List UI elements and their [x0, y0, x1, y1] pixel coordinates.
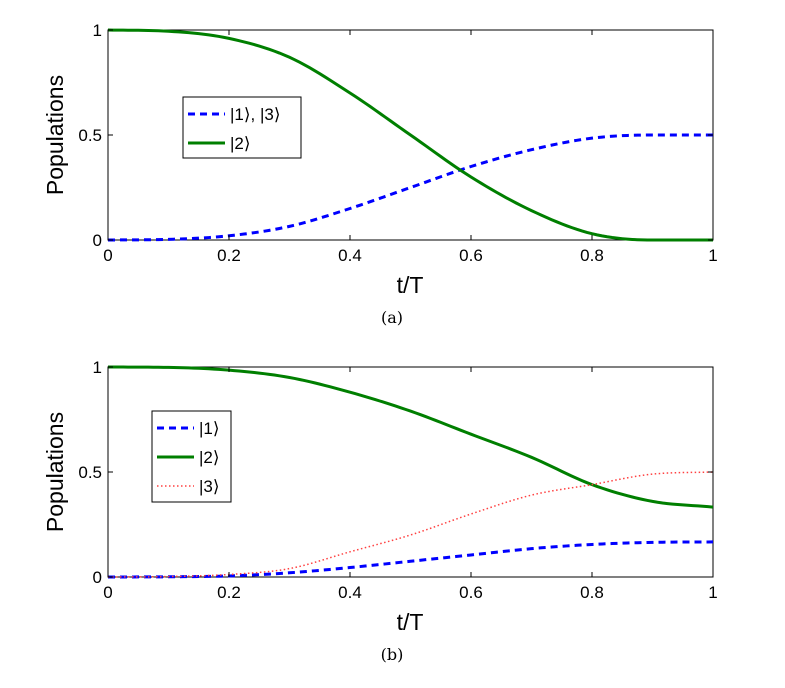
legend-label: |3⟩	[199, 477, 220, 496]
y-tick-label: 0	[93, 231, 102, 250]
y-tick-label: 0.5	[78, 126, 102, 145]
legend-label: |1⟩	[199, 419, 220, 438]
y-axis-label: Populations	[42, 412, 68, 532]
panel-caption: (b)	[381, 645, 404, 664]
y-tick-label: 0	[93, 568, 102, 587]
legend: |1⟩, |3⟩ |2⟩	[182, 96, 302, 159]
x-tick-label: 1	[708, 583, 717, 602]
panel-b: 0 0.2 0.4 0.6 0.8 1 0 0.5 1 t/T Populations |1⟩ …	[42, 358, 718, 664]
x-tick-label: 0.8	[580, 583, 604, 602]
panel-caption: (a)	[381, 308, 403, 327]
x-axis-label: t/T	[397, 272, 424, 298]
x-tick-label: 0.8	[580, 246, 604, 265]
x-tick-label: 0.2	[217, 583, 241, 602]
ticks-layer: 0 0.2 0.4 0.6 0.8 1 0 0.5 1	[78, 358, 717, 602]
series-layer	[107, 28, 713, 242]
series-line-1	[107, 133, 713, 242]
legend-label: |2⟩	[199, 448, 220, 467]
x-tick-label: 0.6	[459, 246, 483, 265]
x-tick-label: 0.6	[459, 583, 483, 602]
legend: |1⟩ |2⟩ |3⟩	[151, 410, 232, 503]
y-tick-label: 1	[93, 21, 102, 40]
y-tick-label: 1	[93, 358, 102, 377]
y-axis-label: Populations	[42, 75, 68, 195]
legend-box	[182, 96, 302, 159]
x-tick-label: 0	[103, 583, 112, 602]
series-line-1	[107, 540, 714, 579]
y-tick-label: 0.5	[78, 463, 102, 482]
legend-label: |1⟩, |3⟩	[230, 105, 280, 124]
series-layer	[107, 365, 714, 579]
legend-label: |2⟩	[230, 134, 251, 153]
x-tick-label: 0.4	[338, 583, 362, 602]
series-line-3	[107, 471, 714, 578]
x-tick-label: 0	[103, 246, 112, 265]
ticks-layer: 0 0.2 0.4 0.6 0.8 1 0 0.5 1	[78, 21, 717, 265]
x-axis-label: t/T	[397, 609, 424, 635]
panel-a: 0 0.2 0.4 0.6 0.8 1 0 0.5 1 t/T Populations |1⟩,…	[42, 21, 718, 327]
x-tick-label: 0.2	[217, 246, 241, 265]
series-line-2	[107, 28, 713, 242]
x-tick-label: 0.4	[338, 246, 362, 265]
x-tick-label: 1	[708, 246, 717, 265]
series-line-2	[107, 365, 714, 509]
